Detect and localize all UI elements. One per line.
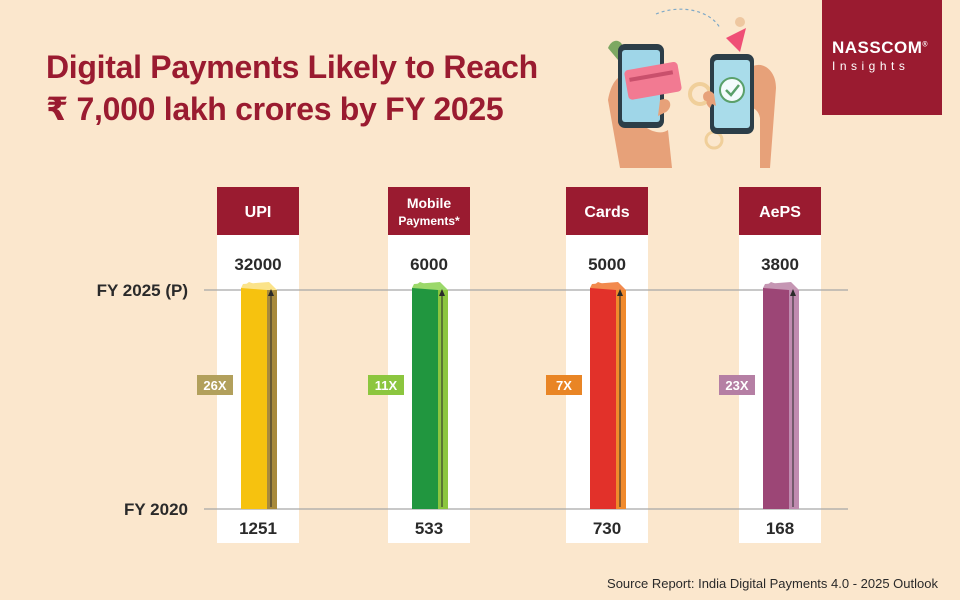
growth-label-1: 11X <box>375 378 398 393</box>
growth-arrow-head-2 <box>617 289 623 296</box>
value-label-fy2025: 32000 <box>234 255 281 274</box>
bar-side-1 <box>438 290 448 509</box>
bar-side-2 <box>616 290 626 509</box>
bar-side-0 <box>267 290 277 509</box>
nasscom-insights-logo: NASSCOM® Insights <box>822 0 942 115</box>
category-label: AePS <box>759 204 801 221</box>
logo-subtitle: Insights <box>832 59 910 73</box>
value-label-fy2020: 730 <box>593 519 621 538</box>
growth-label-bg-2 <box>546 375 582 395</box>
title-line-2: ₹ 7,000 lakh crores by FY 2025 <box>46 91 504 127</box>
bar-cap-0 <box>241 282 277 290</box>
growth-label-bg-0 <box>197 375 233 395</box>
source-note: Source Report: India Digital Payments 4.… <box>607 576 938 591</box>
bar-2 <box>590 288 616 509</box>
growth-arrow-head-0 <box>268 289 274 296</box>
category-header-1 <box>388 187 470 235</box>
category-header-3 <box>739 187 821 235</box>
growth-label-2: 7X <box>556 378 572 393</box>
page-title: Digital Payments Likely to Reach ₹ 7,000… <box>46 46 538 130</box>
value-label-fy2025: 3800 <box>761 255 799 274</box>
category-header-0 <box>217 187 299 235</box>
bar-3 <box>763 288 789 509</box>
growth-arrow-head-1 <box>439 289 445 296</box>
bar-cap-1 <box>412 282 448 290</box>
bar-0 <box>241 288 267 509</box>
growth-label-3: 23X <box>725 378 748 393</box>
category-label: Cards <box>584 204 629 221</box>
bar-cap-3 <box>763 282 799 290</box>
value-label-fy2025: 5000 <box>588 255 626 274</box>
growth-label-bg-3 <box>719 375 755 395</box>
value-label-fy2020: 168 <box>766 519 794 538</box>
growth-arrow-head-3 <box>790 289 796 296</box>
title-line-1: Digital Payments Likely to Reach <box>46 49 538 85</box>
value-label-fy2020: 533 <box>415 519 443 538</box>
bar-cap-2 <box>590 282 626 290</box>
phone-payment-illustration-icon <box>608 8 776 168</box>
value-label-fy2020: 1251 <box>239 519 277 538</box>
row-label-fy2025: FY 2025 (P) <box>97 281 188 300</box>
category-label: Payments* <box>398 214 460 228</box>
bar-1 <box>412 288 438 509</box>
bar-side-3 <box>789 290 799 509</box>
row-label-fy2020: FY 2020 <box>124 500 188 519</box>
growth-label-0: 26X <box>203 378 226 393</box>
category-label: Mobile <box>407 195 452 211</box>
category-header-2 <box>566 187 648 235</box>
value-label-fy2025: 6000 <box>410 255 448 274</box>
category-label: UPI <box>245 204 272 221</box>
logo-name: NASSCOM® <box>832 38 929 57</box>
growth-label-bg-1 <box>368 375 404 395</box>
